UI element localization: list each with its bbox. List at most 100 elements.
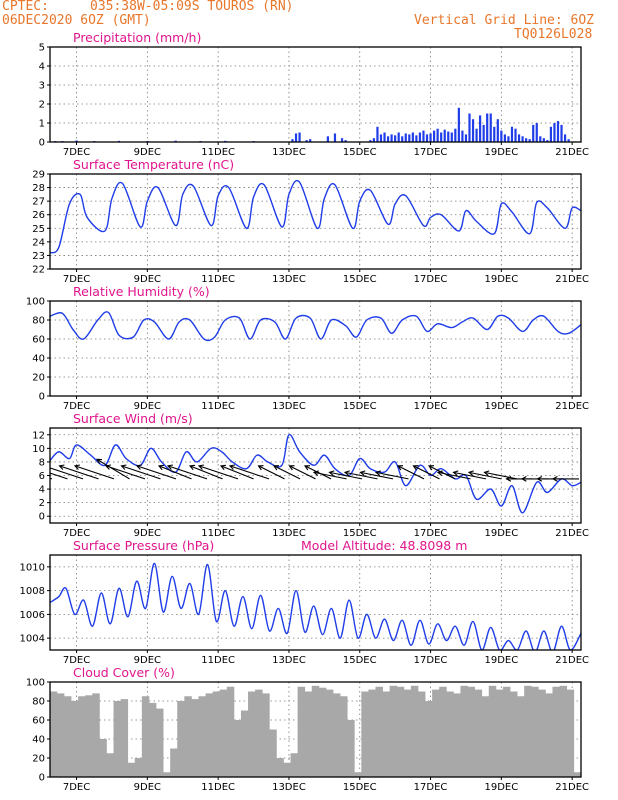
wind-vector (229, 465, 270, 480)
cloud-cover-bar (453, 693, 461, 777)
cloud-cover-bar (99, 739, 107, 777)
x-tick-label: 15DEC (343, 401, 377, 412)
x-tick-label: 11DEC (201, 147, 235, 158)
wind-vector-head (96, 458, 103, 464)
wind-vector (105, 465, 146, 480)
precip-bar (340, 138, 344, 142)
wind-vector (121, 465, 161, 480)
precip-bar (567, 139, 570, 142)
cloud-cover-bar (432, 689, 440, 777)
wind-vector (59, 465, 99, 480)
x-tick-label: 11DEC (201, 528, 235, 539)
x-tick-label: 19DEC (484, 274, 518, 285)
y-tick-label: 60 (32, 716, 45, 727)
precip-bar (532, 124, 535, 142)
y-tick-label: 4 (39, 62, 45, 73)
y-tick-label: 1006 (20, 610, 45, 621)
series-line (50, 179, 581, 254)
cloud-cover-bar (467, 686, 475, 777)
precip-bar (496, 119, 499, 142)
cloud-cover-bar (120, 699, 129, 777)
x-tick-label: 11DEC (201, 274, 235, 285)
precip-bar (75, 140, 78, 142)
precip-bar (482, 124, 485, 142)
x-tick-label: 9DEC (134, 782, 161, 793)
wind-vector-head (436, 470, 443, 477)
header-model-code: TQ0126L028 (514, 27, 593, 42)
plot-frame (49, 681, 582, 778)
panel-title: Surface Wind (m/s) (73, 411, 193, 426)
precip-bar (454, 128, 457, 142)
cloud-cover-bar (333, 693, 341, 777)
precip-bar (376, 126, 379, 142)
precip-bar (471, 119, 475, 142)
cloud-cover-bar (134, 758, 143, 777)
x-tick-label: 21DEC (555, 782, 589, 793)
precip-bar (344, 140, 347, 142)
wind-vector-head (452, 470, 459, 477)
precip-bar (539, 136, 542, 142)
wind-vector-head (343, 470, 350, 477)
x-tick-label: 15DEC (343, 147, 377, 158)
cloud-cover-bar (56, 693, 65, 777)
x-tick-label: 21DEC (555, 401, 589, 412)
precip-bar (326, 136, 329, 142)
precip-bar (305, 140, 308, 142)
y-tick-label: 1 (39, 119, 45, 130)
precip-bar (422, 130, 425, 142)
wind-vector-head (396, 465, 404, 471)
precip-bar (372, 138, 376, 142)
wind-vector (289, 465, 316, 480)
cloud-cover-bar (340, 696, 348, 777)
x-tick-label: 11DEC (201, 782, 235, 793)
cloud-cover-bar (446, 691, 454, 777)
cloud-cover-bar (318, 687, 327, 777)
wind-vector (258, 465, 285, 480)
y-tick-label: 27 (32, 197, 45, 208)
wind-vector-head (520, 476, 527, 482)
cloud-cover-bar (403, 689, 412, 777)
x-tick-label: 21DEC (555, 147, 589, 158)
precip-bar (479, 115, 482, 142)
precip-bar (386, 136, 390, 142)
precip-bar (560, 124, 563, 142)
precip-bar (401, 136, 404, 142)
series-line (50, 311, 581, 342)
x-tick-label: 19DEC (484, 655, 518, 666)
wind-vector-head (303, 465, 311, 471)
y-tick-label: 23 (32, 251, 45, 262)
cloud-cover-bar (212, 691, 221, 777)
cloud-cover-bar (325, 689, 334, 777)
precip-bar (291, 139, 294, 142)
cloud-cover-bar (219, 689, 228, 777)
wind-vector (74, 465, 115, 480)
x-tick-label: 19DEC (484, 147, 518, 158)
wind-vector (468, 471, 502, 480)
cloud-cover-bar (283, 762, 291, 777)
cloud-cover-bar (439, 686, 447, 777)
x-tick-label: 17DEC (414, 401, 448, 412)
x-tick-label: 7DEC (63, 274, 90, 285)
precip-bar (436, 128, 439, 142)
y-tick-label: 80 (32, 316, 45, 327)
wind-vector-head (257, 465, 264, 471)
precip-bar (394, 135, 397, 142)
wind-vector-head (288, 465, 295, 471)
cloud-cover-bar (531, 686, 539, 777)
precip-bar (517, 134, 521, 142)
wind-vector (158, 465, 192, 480)
wind-vector-head (135, 464, 143, 470)
precip-bar (493, 126, 496, 142)
precip-bar (468, 113, 471, 142)
cloud-cover-bar (573, 772, 582, 777)
wind-vector-head (166, 464, 174, 470)
precip-bar (415, 135, 418, 142)
x-tick-label: 11DEC (201, 655, 235, 666)
x-tick-label: 9DEC (134, 274, 161, 285)
cloud-cover-bar (389, 685, 398, 777)
cloud-cover-bar (71, 701, 79, 777)
precip-bar (503, 134, 506, 142)
y-tick-label: 1008 (20, 586, 45, 597)
precip-bar (475, 128, 478, 142)
